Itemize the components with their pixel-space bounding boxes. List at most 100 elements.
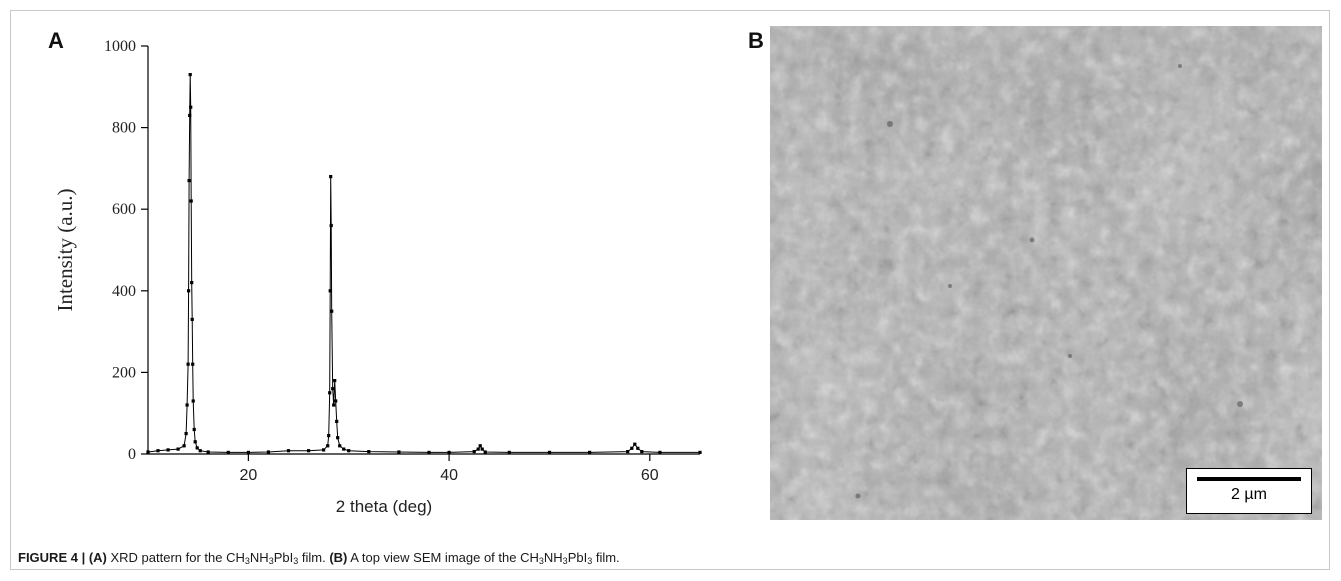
xrd-data-point [336,436,340,440]
xrd-data-point [476,447,480,451]
figure-frame [10,10,1330,570]
caption-subscript: 3 [587,556,593,566]
xrd-data-point [327,434,331,438]
xrd-data-point [658,450,662,454]
xrd-data-point [633,442,637,446]
xrd-data-point [186,362,190,366]
caption-subscript: 3 [562,556,568,566]
xrd-data-point [156,449,160,453]
caption-b-text-4: film. [595,550,620,565]
caption-b-text-1: A top view SEM image of the CH [350,550,539,565]
xrd-data-point [322,448,326,452]
xrd-data-point [367,450,371,454]
xrd-data-point [329,223,333,228]
xrd-data-point [326,444,330,448]
panel-b-label: B [748,28,764,53]
caption-b-text-3: PbI [567,550,588,565]
caption-subscript: 3 [244,556,250,566]
xrd-data-point [330,309,334,313]
xrd-data-point [195,446,199,450]
caption-a-text-3: PbI [273,550,294,565]
xrd-data-point [191,399,195,403]
xrd-data-point [191,362,195,366]
caption-b-tag: (B) [329,550,348,565]
xrd-data-point [335,419,339,423]
xrd-data-point [198,449,202,453]
xrd-data-point [338,444,342,448]
scale-bar-label: 2 µm [1231,486,1267,503]
y-tick-label: 400 [112,283,136,300]
xrd-data-point [507,450,511,454]
caption-a-text-4: film. [301,550,326,565]
xrd-data-point [329,175,333,179]
xrd-data-point [206,450,210,454]
xrd-data-point [286,449,291,453]
x-tick-label: 60 [641,467,659,484]
xrd-data-point [331,387,335,391]
xrd-data-point [347,449,351,453]
xrd-data-point [640,450,644,454]
xrd-data-point [334,399,338,403]
xrd-data-point [447,450,451,454]
panel-a-xrd-chart: 0 200 400 600 800 1000 20 40 60 2 theta (deg) Inte… [40,26,720,536]
xrd-data-point [187,179,191,183]
x-tick-label: 20 [239,467,257,484]
y-tick-label: 800 [112,120,136,137]
xrd-data-point [190,281,194,285]
y-axis-title: Intensity (a.u.) [53,188,77,311]
x-axis-title: 2 theta (deg) [336,497,432,516]
xrd-data-point [480,447,484,451]
xrd-data-point [185,403,189,407]
xrd-data-point [626,450,630,454]
y-tick-label: 200 [112,364,136,381]
xrd-data-point [483,450,487,454]
xrd-data-point [636,446,640,450]
xrd-data-point [397,450,401,454]
caption-subscript: 3 [293,556,299,566]
xrd-data-point [166,448,170,452]
xrd-data-point [588,450,592,454]
y-tick-label: 1000 [104,38,136,55]
xrd-data-point [332,403,336,407]
panel-b-sem: B [748,26,1328,536]
xrd-data-point [190,317,194,321]
xrd-data-point [176,447,180,451]
panel-a-label: A [48,28,64,53]
xrd-data-point [193,440,197,444]
caption-a-tag: (A) [88,550,107,565]
y-tick-label: 0 [128,446,136,463]
y-tick-label: 600 [112,201,136,218]
xrd-data-point [266,450,270,454]
xrd-data-point [333,379,337,383]
xrd-data-point [246,450,250,454]
caption-figure-label: FIGURE 4 | [18,550,86,565]
xrd-data-point [184,432,188,436]
x-tick-label: 40 [440,467,458,484]
figure-caption: FIGURE 4 | (A) XRD pattern for the CH3NH… [18,550,620,566]
sem-image: 2 µm [770,26,1322,520]
xrd-data-point [427,450,431,454]
xrd-chart-svg: 0 200 400 600 800 1000 20 40 60 2 theta (deg) Inte… [53,38,702,516]
xrd-data-point [182,444,186,448]
xrd-data-point [698,450,702,454]
xrd-data-point [188,113,192,117]
xrd-data-point [630,446,634,450]
xrd-series-line [147,74,700,453]
xrd-data-point [189,105,193,109]
scale-bar-box: 2 µm [1186,468,1312,514]
caption-a-text-1: XRD pattern for the CH [110,550,245,565]
caption-subscript: 3 [538,556,544,566]
caption-a-text-2: NH [249,550,269,565]
xrd-data-point [188,73,192,77]
xrd-data-point [328,289,332,293]
xrd-data-point [478,444,482,448]
xrd-data-point [342,447,346,451]
caption-b-text-2: NH [543,550,563,565]
sem-texture [770,26,1322,520]
xrd-data-point [189,199,193,203]
xrd-data-point [307,449,311,453]
xrd-data-point [472,450,476,454]
xrd-data-point [547,450,552,454]
caption-subscript: 3 [268,556,274,566]
xrd-data-point [328,391,332,395]
